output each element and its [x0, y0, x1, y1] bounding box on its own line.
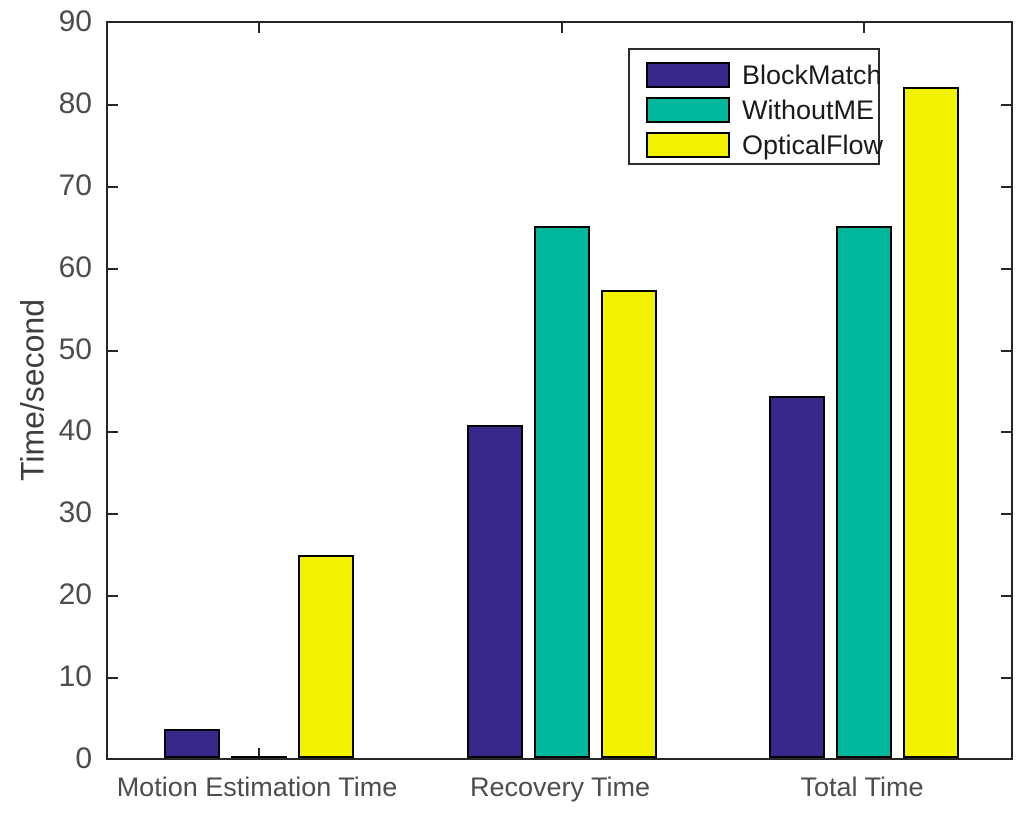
- y-axis-tick: [108, 513, 118, 516]
- bar-withoutme-category-2: [534, 226, 590, 758]
- y-axis-tick-mirror: [1001, 513, 1011, 516]
- y-axis-tick: [108, 103, 118, 106]
- legend-item-blockmatch: BlockMatch: [646, 57, 882, 92]
- y-axis-tick: [108, 185, 118, 188]
- y-axis-title: Time/second: [14, 299, 51, 481]
- y-tick-label: 90: [58, 5, 92, 38]
- bar-blockmatch-category-2: [467, 425, 523, 758]
- y-axis-tick-mirror: [1001, 431, 1011, 434]
- legend-label: WithoutME: [742, 94, 875, 125]
- y-axis-tick-mirror: [1001, 267, 1011, 270]
- bar-blockmatch-category-3: [769, 396, 825, 758]
- y-tick-label: 70: [58, 168, 92, 202]
- x-axis-tick-mirror: [258, 23, 261, 33]
- y-axis-tick-mirror: [1001, 595, 1011, 598]
- legend-label: OpticalFlow: [742, 129, 884, 160]
- y-axis-tick-mirror: [1001, 103, 1011, 106]
- y-axis-tick-mirror: [1001, 185, 1011, 188]
- y-axis-tick: [108, 349, 118, 352]
- y-axis-tick: [108, 677, 118, 680]
- x-tick-label: Total Time: [800, 772, 924, 802]
- y-axis-tick: [108, 267, 118, 270]
- y-tick-label: 20: [58, 578, 92, 612]
- y-tick-label: 40: [58, 414, 92, 448]
- x-axis-tick-mirror: [560, 23, 563, 33]
- bar-withoutme-category-1: [231, 756, 287, 758]
- legend-label: BlockMatch: [742, 59, 882, 90]
- y-axis-tick: [108, 595, 118, 598]
- bar-opticalflow-category-3: [903, 87, 959, 758]
- bar-opticalflow-category-1: [298, 555, 354, 758]
- y-axis-tick: [108, 431, 118, 434]
- legend: BlockMatch WithoutME OpticalFlow: [628, 48, 883, 165]
- x-tick-label: Recovery Time: [469, 772, 651, 802]
- y-tick-label: 50: [58, 332, 92, 366]
- y-tick-label: 0: [75, 742, 92, 775]
- legend-swatch-blockmatch: [646, 61, 730, 88]
- legend-swatch-opticalflow: [646, 131, 730, 158]
- legend-swatch-withoutme: [646, 96, 730, 123]
- y-tick-label: 30: [58, 496, 92, 530]
- bar-blockmatch-category-1: [164, 729, 220, 758]
- y-tick-label: 60: [58, 250, 92, 284]
- bar-withoutme-category-3: [836, 226, 892, 758]
- legend-item-opticalflow: OpticalFlow: [646, 127, 883, 162]
- bar-opticalflow-category-2: [601, 290, 657, 758]
- x-axis-tick-mirror: [862, 23, 865, 33]
- x-tick-label: Motion Estimation Time: [116, 772, 398, 802]
- y-tick-label: 10: [58, 660, 92, 694]
- legend-item-withoutme: WithoutME: [646, 92, 878, 127]
- y-axis-tick-mirror: [1001, 677, 1011, 680]
- y-axis-tick-mirror: [1001, 349, 1011, 352]
- y-tick-label: 80: [58, 86, 92, 120]
- x-axis-tick: [258, 748, 261, 758]
